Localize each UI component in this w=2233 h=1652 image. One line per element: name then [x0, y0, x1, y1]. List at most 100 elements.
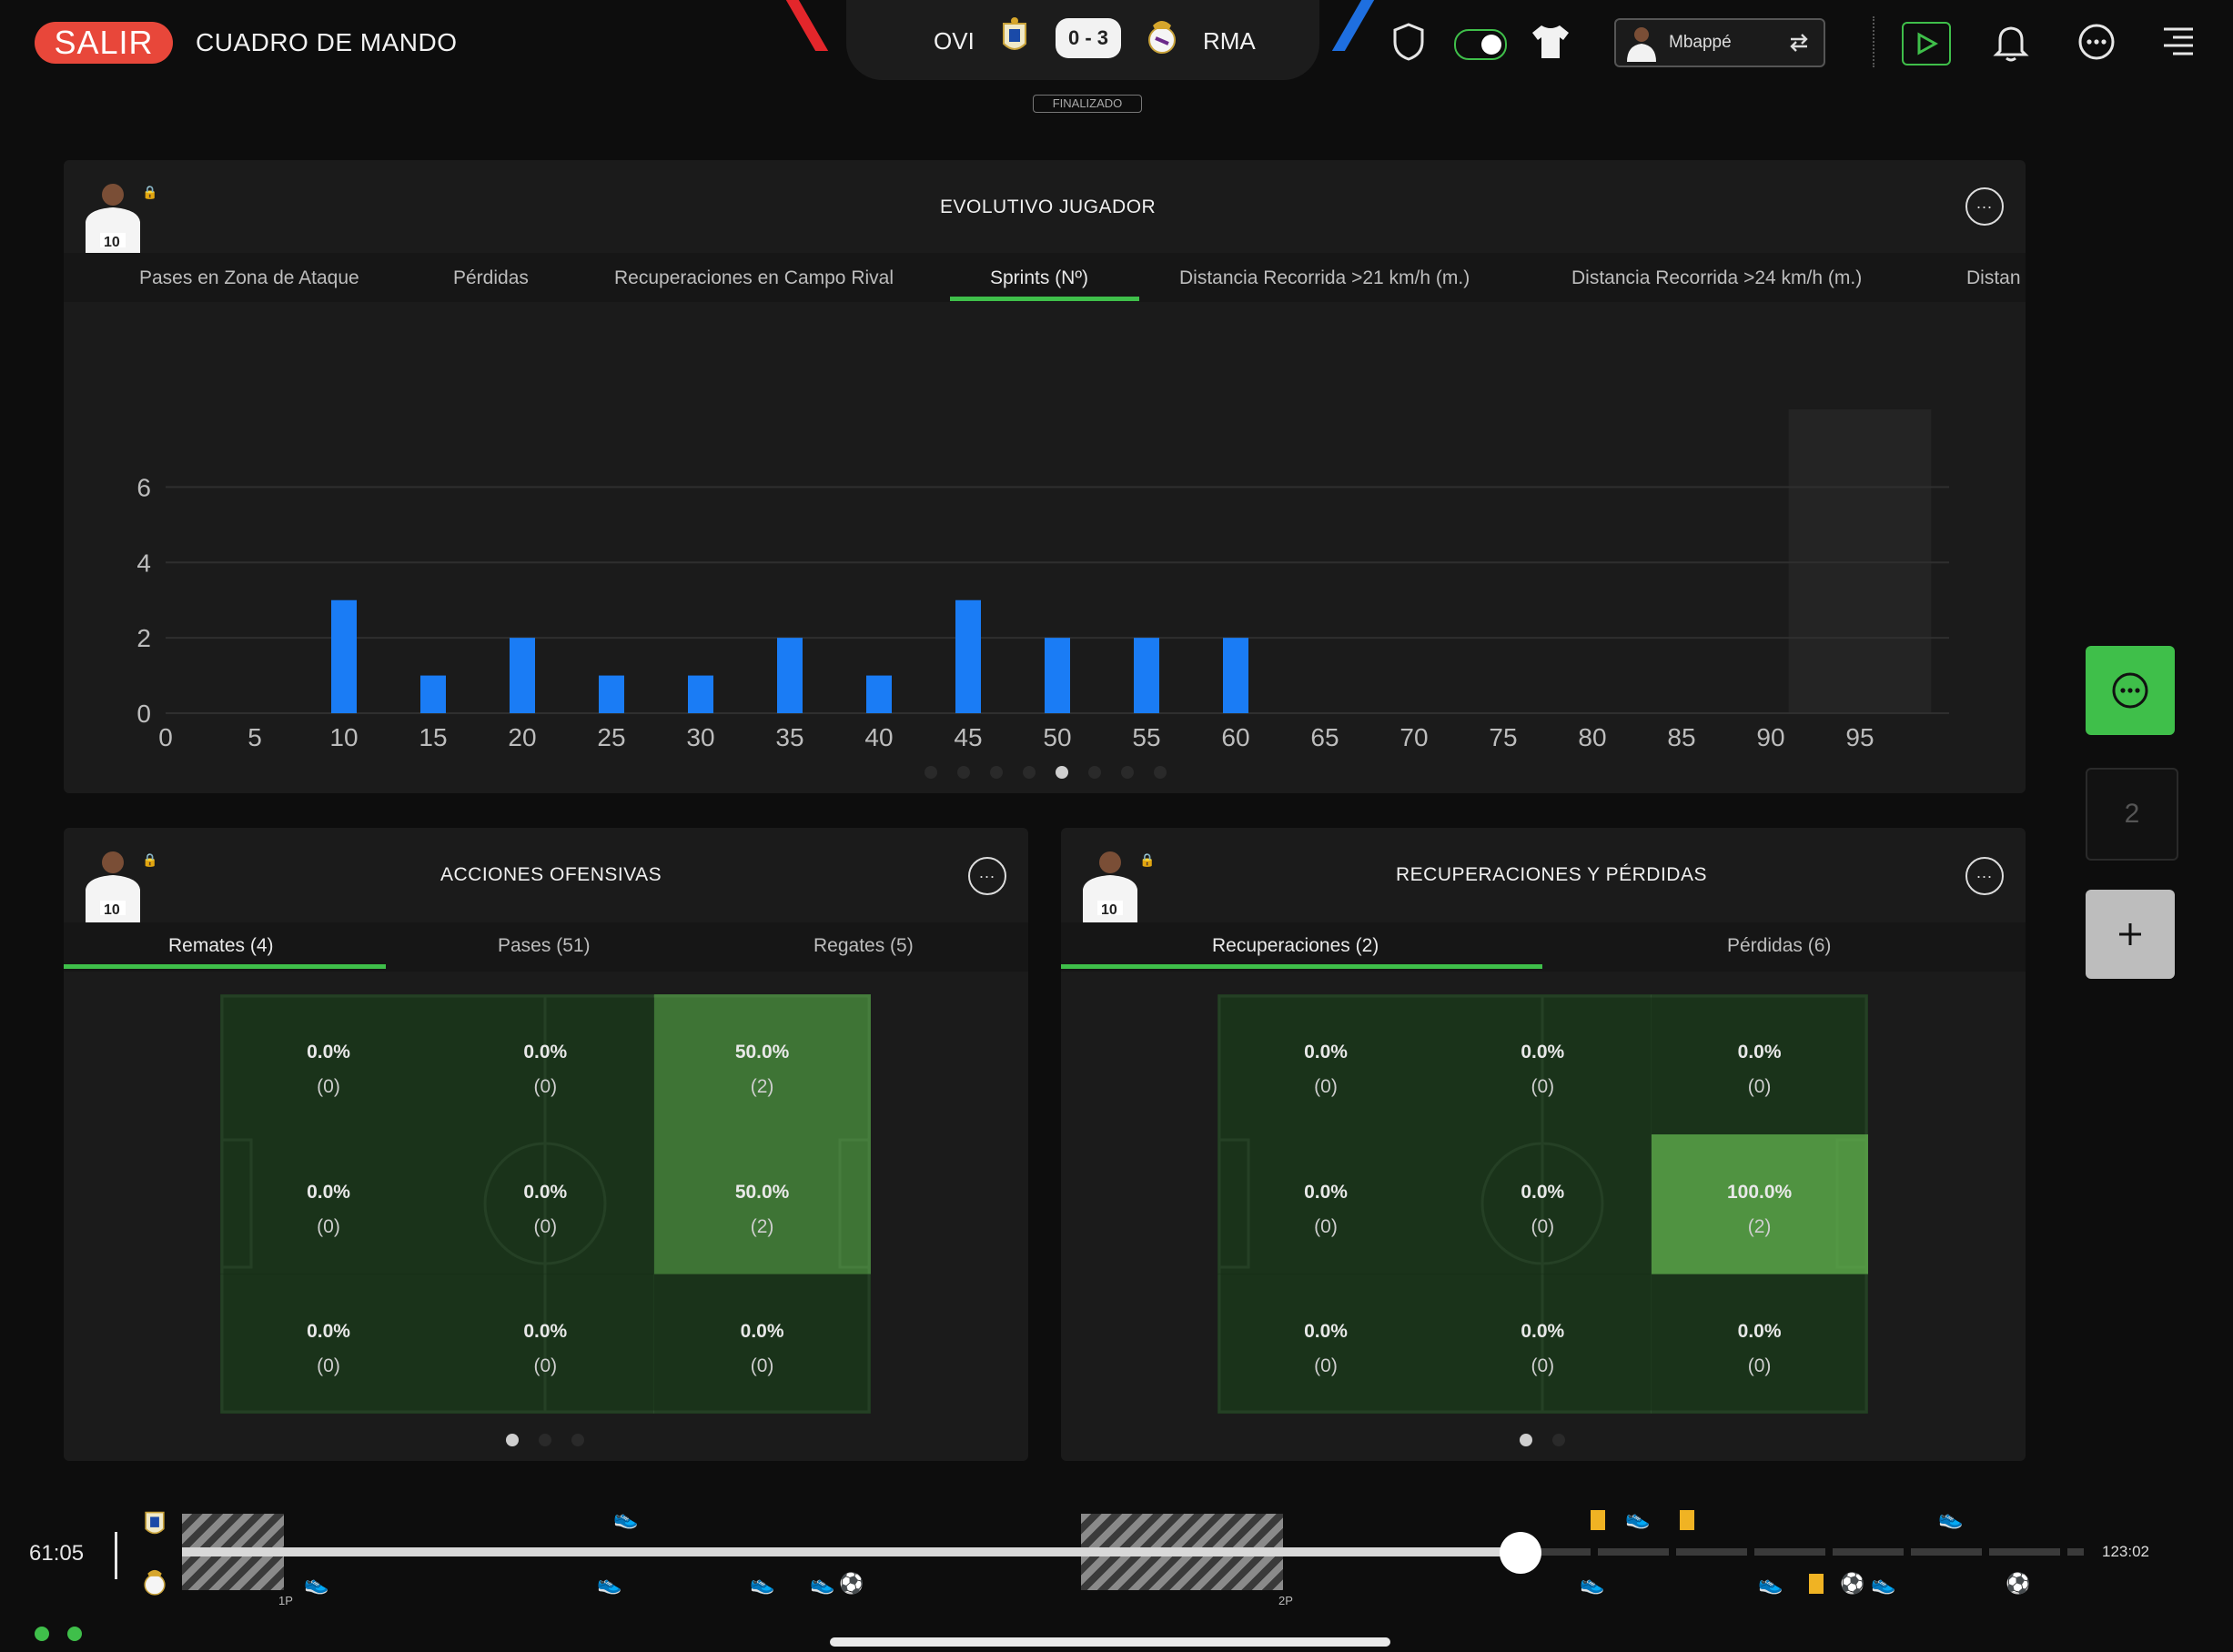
- evolutivo-title: EVOLUTIVO JUGADOR: [940, 196, 1157, 217]
- tab-regates[interactable]: Regates (5): [813, 935, 914, 956]
- pager-dot[interactable]: [506, 1434, 519, 1446]
- heatmap-cell[interactable]: 0.0% (0): [437, 1133, 654, 1274]
- cell-count: (2): [1747, 1215, 1772, 1237]
- pager-dot[interactable]: [1121, 766, 1134, 779]
- swap-icon[interactable]: [1787, 31, 1811, 55]
- heatmap-cell[interactable]: 0.0% (0): [1434, 1274, 1652, 1415]
- pager-dot[interactable]: [1552, 1434, 1565, 1446]
- heatmap-cell[interactable]: 50.0% (2): [653, 1133, 871, 1274]
- heatmap-cell[interactable]: 0.0% (0): [653, 1274, 871, 1415]
- tab-distancia-24[interactable]: Distancia Recorrida >24 km/h (m.): [1571, 267, 1863, 288]
- heatmap-cell[interactable]: 0.0% (0): [1651, 1274, 1868, 1415]
- more-options-icon[interactable]: [2075, 20, 2118, 64]
- bar[interactable]: [510, 638, 535, 713]
- view-toggle[interactable]: [1454, 29, 1507, 60]
- x-tick-label: 25: [597, 723, 625, 751]
- recuperaciones-more-icon[interactable]: ...: [1965, 857, 2004, 895]
- menu-icon[interactable]: [2157, 20, 2200, 64]
- pager-dot[interactable]: [957, 766, 970, 779]
- heatmap-cell[interactable]: 0.0% (0): [220, 994, 437, 1134]
- slot-count-button[interactable]: 2: [2086, 768, 2178, 861]
- add-widget-button[interactable]: [2086, 890, 2175, 979]
- tab-perdidas[interactable]: Pérdidas: [453, 267, 529, 288]
- bar[interactable]: [420, 675, 446, 713]
- heatmap-cell[interactable]: 0.0% (0): [437, 994, 654, 1134]
- heatmap-cell[interactable]: 0.0% (0): [1218, 1133, 1434, 1274]
- boot-event-icon[interactable]: 👟: [750, 1572, 775, 1595]
- bar[interactable]: [1223, 638, 1248, 713]
- x-tick-label: 40: [864, 723, 893, 751]
- timeline-remaining-track[interactable]: [1520, 1548, 2084, 1556]
- bell-icon[interactable]: [1989, 20, 2033, 64]
- tab-recuperaciones-campo-rival[interactable]: Recuperaciones en Campo Rival: [614, 267, 894, 288]
- heatmap-cell[interactable]: 0.0% (0): [1434, 1133, 1652, 1274]
- play-video-button[interactable]: [1902, 22, 1951, 65]
- boot-event-icon[interactable]: 👟: [1938, 1506, 1964, 1529]
- goal-ball-icon[interactable]: ⚽: [839, 1572, 864, 1595]
- exit-button[interactable]: SALIR: [35, 22, 173, 64]
- bar[interactable]: [777, 638, 803, 713]
- bar[interactable]: [866, 675, 892, 713]
- shield-icon[interactable]: [1387, 20, 1430, 64]
- recuperaciones-pager[interactable]: [1520, 1434, 1574, 1446]
- pager-dot[interactable]: [1088, 766, 1101, 779]
- goal-ball-icon[interactable]: ⚽: [2006, 1572, 2031, 1595]
- tab-remates[interactable]: Remates (4): [168, 935, 274, 956]
- heatmap-cell[interactable]: 0.0% (0): [220, 1274, 437, 1415]
- pager-dot[interactable]: [1023, 766, 1036, 779]
- evolutivo-more-icon[interactable]: ...: [1965, 187, 2004, 226]
- yellow-card-icon[interactable]: [1680, 1510, 1694, 1530]
- pager-dot[interactable]: [925, 766, 937, 779]
- bar[interactable]: [599, 675, 624, 713]
- bar[interactable]: [1045, 638, 1070, 713]
- pager-dot[interactable]: [571, 1434, 584, 1446]
- pager-dot[interactable]: [1154, 766, 1167, 779]
- tab-pases-zona-ataque[interactable]: Pases en Zona de Ataque: [139, 267, 359, 288]
- heatmap-cell[interactable]: 0.0% (0): [437, 1274, 654, 1415]
- bar[interactable]: [688, 675, 713, 713]
- pager-dot[interactable]: [539, 1434, 551, 1446]
- heatmap-cell[interactable]: 0.0% (0): [220, 1133, 437, 1274]
- pager-dot[interactable]: [1056, 766, 1068, 779]
- evolutivo-pager[interactable]: [925, 766, 1170, 779]
- bar[interactable]: [955, 599, 981, 713]
- ofensivas-title: ACCIONES OFENSIVAS: [440, 864, 662, 885]
- y-tick-label: 6: [136, 473, 151, 501]
- bar[interactable]: [331, 599, 357, 713]
- goal-ball-icon[interactable]: ⚽: [1840, 1572, 1865, 1595]
- heatmap-cell[interactable]: 100.0% (2): [1651, 1133, 1868, 1274]
- boot-event-icon[interactable]: 👟: [1625, 1506, 1651, 1529]
- pager-dot[interactable]: [1520, 1434, 1532, 1446]
- tab-recuperaciones[interactable]: Recuperaciones (2): [1212, 935, 1379, 956]
- tab-distancia-more[interactable]: Distan: [1966, 267, 2021, 288]
- bar[interactable]: [1134, 638, 1159, 713]
- tab-distancia-21[interactable]: Distancia Recorrida >21 km/h (m.): [1179, 267, 1470, 288]
- heatmap-cell[interactable]: 0.0% (0): [1651, 994, 1868, 1134]
- heatmap-cell[interactable]: 0.0% (0): [1218, 994, 1434, 1134]
- pager-dot[interactable]: [990, 766, 1003, 779]
- boot-event-icon[interactable]: 👟: [1871, 1572, 1896, 1595]
- player-selector[interactable]: Mbappé: [1614, 18, 1825, 67]
- boot-event-icon[interactable]: 👟: [613, 1506, 639, 1529]
- ofensivas-pager[interactable]: [506, 1434, 597, 1446]
- yellow-card-icon[interactable]: [1591, 1510, 1605, 1530]
- heatmap-cell[interactable]: 0.0% (0): [1434, 994, 1652, 1134]
- boot-event-icon[interactable]: 👟: [810, 1572, 835, 1595]
- boot-event-icon[interactable]: 👟: [597, 1572, 622, 1595]
- tab-perdidas[interactable]: Pérdidas (6): [1727, 935, 1832, 956]
- heatmap-cell[interactable]: 0.0% (0): [1218, 1274, 1434, 1415]
- chat-button[interactable]: [2086, 646, 2175, 735]
- boot-event-icon[interactable]: 👟: [1758, 1572, 1783, 1595]
- heatmap-cell[interactable]: 50.0% (2): [653, 994, 871, 1134]
- jersey-icon[interactable]: [1529, 20, 1572, 64]
- active-tab-indicator: [950, 297, 1139, 301]
- yellow-card-icon[interactable]: [1809, 1574, 1824, 1594]
- jersey-number: 10: [104, 235, 120, 250]
- tab-sprints[interactable]: Sprints (Nº): [990, 267, 1089, 288]
- timeline-played-track[interactable]: [182, 1547, 1520, 1556]
- ofensivas-more-icon[interactable]: ...: [968, 857, 1006, 895]
- boot-event-icon[interactable]: 👟: [304, 1572, 329, 1595]
- tab-pases[interactable]: Pases (51): [498, 935, 591, 956]
- boot-event-icon[interactable]: 👟: [1580, 1572, 1605, 1595]
- timeline-scrubber-handle[interactable]: [1500, 1532, 1541, 1574]
